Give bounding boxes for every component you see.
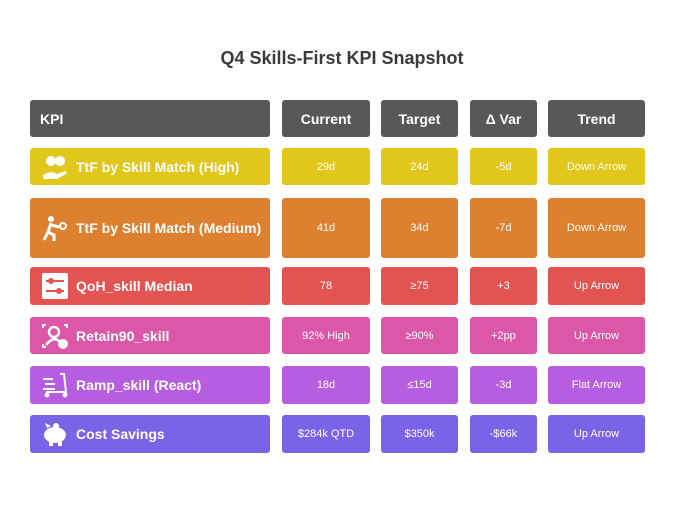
sliders-icon [42, 273, 68, 299]
current-value: 18d [316, 379, 336, 391]
kpi-label: QoH_skill Median [76, 278, 193, 294]
current-value: $284k QTD [297, 428, 355, 440]
kpi-label: Cost Savings [76, 426, 165, 442]
target-value: 34d [410, 222, 429, 234]
trend-cell: Up Arrow [548, 317, 645, 354]
trend-value: Up Arrow [573, 428, 620, 440]
piggy-bank-icon [44, 423, 66, 446]
trend-cell: Up Arrow [548, 415, 645, 453]
target-value: 24d [410, 160, 429, 173]
current-cell: 92% High [282, 317, 370, 354]
kpi-cell: TtF by Skill Match (High) [30, 148, 270, 185]
var-value: +2pp [491, 329, 516, 342]
var-cell: -$66k [470, 415, 537, 453]
header-target: Target [381, 100, 458, 137]
kpi-cell: TtF by Skill Match (Medium) [30, 198, 270, 258]
target-cell: 34d [381, 198, 458, 258]
current-cell: $284k QTD [282, 415, 370, 453]
target-cell: ≥90% [381, 317, 458, 354]
kpi-label: Retain90_skill [76, 327, 170, 344]
page-title: Q4 Skills-First KPI Snapshot [220, 48, 464, 68]
var-cell: +2pp [470, 317, 537, 354]
trend-cell: Flat Arrow [548, 366, 645, 404]
var-value: -7d [495, 222, 512, 234]
header-current: Current [282, 100, 370, 137]
trend-cell: Down Arrow [548, 198, 645, 258]
target-value: ≥75 [410, 280, 429, 292]
target-cell: 24d [381, 148, 458, 185]
trend-value: Down Arrow [566, 160, 627, 173]
current-value: 92% High [302, 329, 350, 342]
target-cell: ≤15d [381, 366, 458, 404]
kpi-label: TtF by Skill Match (High) [76, 158, 240, 175]
current-cell: 29d [282, 148, 370, 185]
var-cell: -5d [470, 148, 537, 185]
trend-value: Down Arrow [566, 222, 627, 234]
header-trend: Trend [548, 100, 645, 137]
trend-value: Flat Arrow [571, 379, 622, 391]
trend-cell: Up Arrow [548, 267, 645, 305]
kpi-cell: QoH_skill Median [30, 267, 270, 305]
hand-coins-icon [43, 155, 67, 179]
kpi-cell: Cost Savings [30, 415, 270, 453]
target-cell: $350k [381, 415, 458, 453]
current-cell: 41d [282, 198, 370, 258]
kpi-cell: Retain90_skill [30, 317, 270, 354]
scooter-icon [43, 373, 68, 398]
current-value: 41d [316, 222, 336, 234]
target-value: ≤15d [407, 379, 432, 391]
person-throwing-icon [42, 216, 67, 241]
user-check-icon [42, 323, 68, 349]
var-value: +3 [497, 280, 510, 292]
header-var: Δ Var [470, 100, 537, 137]
current-value: 78 [319, 280, 333, 292]
kpi-cell: Ramp_skill (React) [30, 366, 270, 404]
var-value: -5d [495, 160, 512, 173]
kpi-label: Ramp_skill (React) [76, 377, 202, 393]
current-cell: 18d [282, 366, 370, 404]
var-cell: -3d [470, 366, 537, 404]
var-value: -$66k [489, 428, 518, 440]
target-cell: ≥75 [381, 267, 458, 305]
trend-cell: Down Arrow [548, 148, 645, 185]
target-value: $350k [404, 428, 435, 440]
var-value: -3d [495, 379, 512, 391]
kpi-label: TtF by Skill Match (Medium) [76, 220, 262, 236]
var-cell: -7d [470, 198, 537, 258]
current-value: 29d [316, 160, 336, 173]
var-cell: +3 [470, 267, 537, 305]
target-value: ≥90% [405, 329, 434, 342]
trend-value: Up Arrow [573, 329, 620, 342]
current-cell: 78 [282, 267, 370, 305]
header-kpi: KPI [30, 100, 270, 137]
trend-value: Up Arrow [573, 280, 620, 292]
